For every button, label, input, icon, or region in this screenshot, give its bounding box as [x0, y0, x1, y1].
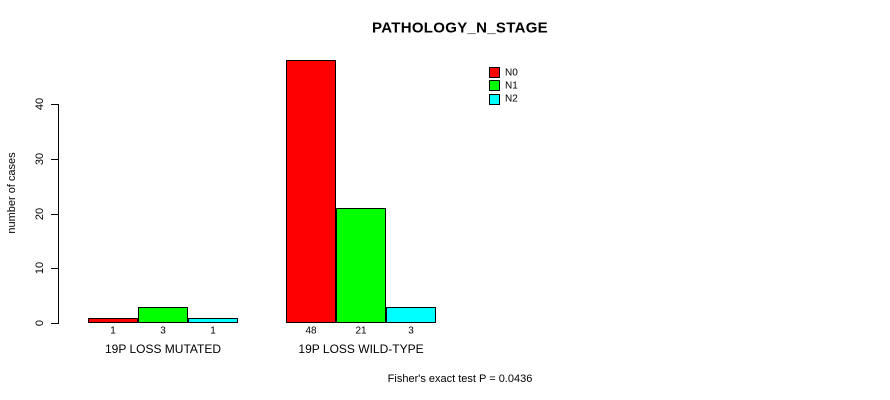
- bar-value-label: 3: [160, 325, 166, 337]
- y-tick-label: 10: [34, 261, 46, 275]
- category-label: 19P LOSS WILD-TYPE: [298, 342, 424, 356]
- y-axis-line: [58, 104, 59, 324]
- bar-n2-2: [386, 307, 436, 323]
- y-tick-label: 30: [34, 152, 46, 166]
- category-label: 19P LOSS MUTATED: [104, 342, 222, 356]
- y-tick-label: 40: [34, 97, 46, 111]
- y-tick: [51, 159, 58, 160]
- y-tick: [51, 104, 58, 105]
- bar-n1-2: [336, 208, 386, 323]
- bar-value-label: 1: [210, 325, 216, 337]
- y-tick: [51, 268, 58, 269]
- y-tick-label: 20: [34, 207, 46, 221]
- y-tick: [51, 323, 58, 324]
- legend-swatch-n2: [489, 94, 500, 105]
- bar-n0-1: [88, 318, 138, 323]
- bar-value-label: 48: [305, 325, 317, 337]
- bar-value-label: 3: [408, 325, 414, 337]
- bar-value-label: 21: [355, 325, 367, 337]
- legend-swatch-n0: [489, 67, 500, 78]
- bar-n1-1: [138, 307, 188, 323]
- legend-label-n2: N2: [505, 93, 518, 105]
- stat-annotation: Fisher's exact test P = 0.0436: [387, 373, 533, 385]
- bar-value-label: 1: [110, 325, 116, 337]
- bar-n0-2: [286, 60, 336, 323]
- chart-title: PATHOLOGY_N_STAGE: [372, 19, 548, 37]
- bar-n2-1: [188, 318, 238, 323]
- legend-label-n0: N0: [505, 67, 518, 79]
- y-tick-label: 0: [34, 319, 46, 327]
- legend-label-n1: N1: [505, 80, 518, 92]
- y-tick: [51, 214, 58, 215]
- legend-swatch-n1: [489, 80, 500, 91]
